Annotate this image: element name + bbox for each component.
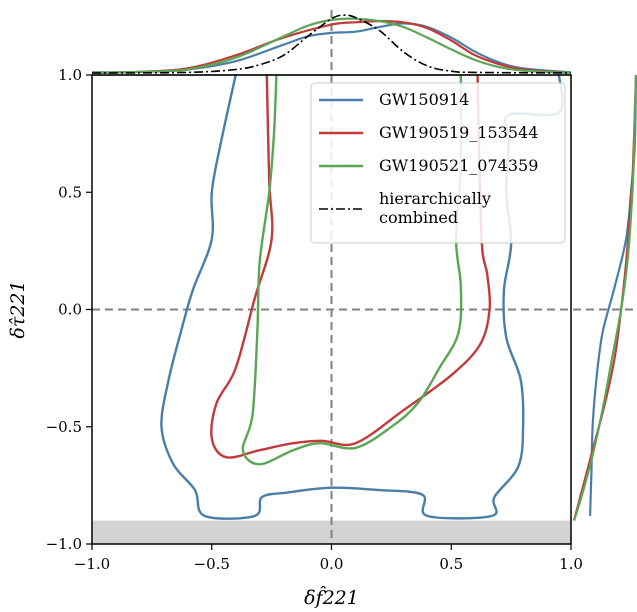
y-tick-label: 0.5 bbox=[58, 183, 82, 201]
x-tick-label: 1.0 bbox=[559, 555, 583, 573]
legend-label-line: hierarchically bbox=[379, 189, 491, 208]
y-tick-label: 1.0 bbox=[58, 66, 82, 84]
legend-label-3: GW190521_074359 bbox=[379, 156, 538, 175]
x-axis-ticks: −1.0 −0.5 0.0 0.5 1.0 bbox=[74, 544, 583, 573]
x-tick-label: −0.5 bbox=[194, 555, 230, 573]
contour-1 bbox=[160, 74, 564, 520]
x-tick-label: −1.0 bbox=[74, 555, 110, 573]
legend-label-4: hierarchically combined bbox=[379, 189, 491, 227]
x-axis-label: δf̂221 bbox=[304, 586, 359, 609]
reference-lines bbox=[92, 10, 636, 544]
x-tick-label: 0.5 bbox=[439, 555, 463, 573]
y-axis-ticks: −1.0 −0.5 0.0 0.5 1.0 bbox=[46, 66, 92, 553]
y-tick-label: 0.0 bbox=[58, 301, 82, 319]
x-marginal-1 bbox=[91, 22, 572, 74]
y-marginal-1 bbox=[589, 74, 637, 516]
y-axis-label: δτ̂221 bbox=[7, 280, 29, 338]
contour-3 bbox=[241, 74, 463, 466]
legend-label-line: combined bbox=[379, 208, 458, 227]
y-tick-label: −1.0 bbox=[46, 535, 82, 553]
y-marginal-2 bbox=[572, 74, 637, 521]
x-marginal-panel bbox=[91, 14, 572, 76]
legend-label-1: GW150914 bbox=[379, 90, 469, 109]
contour-lines bbox=[160, 74, 564, 520]
legend-label-2: GW190519_153544 bbox=[379, 123, 538, 142]
y-marginal-3 bbox=[572, 74, 637, 521]
y-marginal-panel bbox=[572, 74, 637, 521]
contour-2 bbox=[210, 74, 492, 459]
x-marginal-4 bbox=[91, 14, 572, 74]
y-tick-label: −0.5 bbox=[46, 418, 82, 436]
x-marginal-3 bbox=[91, 17, 572, 75]
x-tick-label: 0.0 bbox=[320, 555, 344, 573]
legend-box bbox=[310, 82, 566, 244]
legend: GW150914 GW190519_153544 GW190521_074359hi… bbox=[310, 82, 566, 244]
